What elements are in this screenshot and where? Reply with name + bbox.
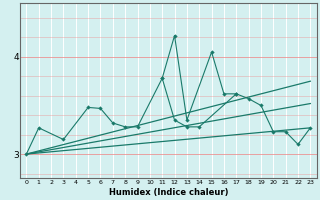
X-axis label: Humidex (Indice chaleur): Humidex (Indice chaleur) (108, 188, 228, 197)
